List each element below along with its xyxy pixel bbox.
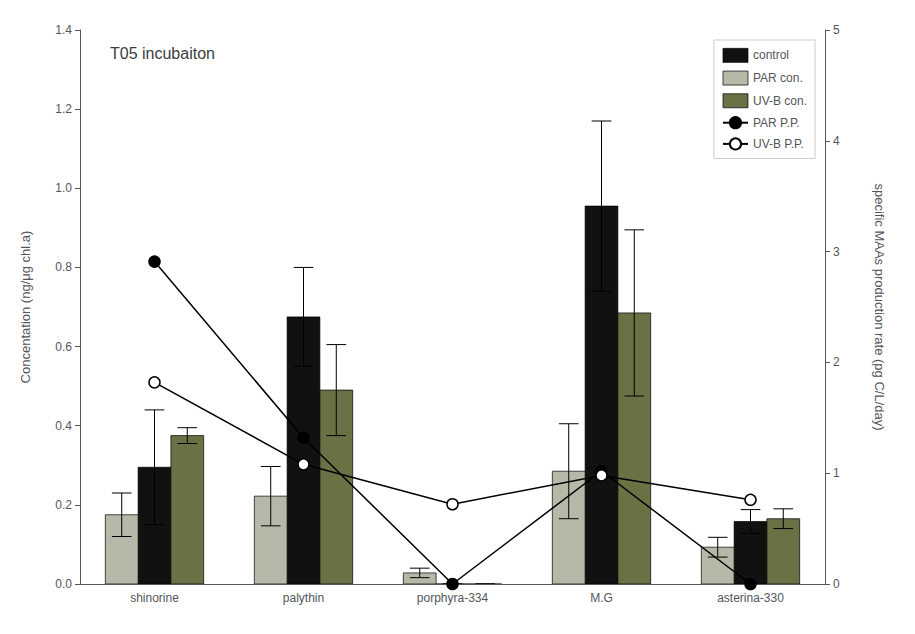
svg-text:PAR con.: PAR con. [753,71,803,85]
svg-text:porphyra-334: porphyra-334 [417,591,489,605]
svg-text:asterina-330: asterina-330 [717,591,784,605]
svg-text:4: 4 [833,134,840,148]
svg-text:UV-B con.: UV-B con. [753,94,807,108]
svg-text:0.6: 0.6 [55,340,72,354]
svg-text:0.4: 0.4 [55,419,72,433]
svg-text:1.0: 1.0 [55,181,72,195]
svg-text:UV-B P.P.: UV-B P.P. [753,137,804,151]
svg-text:palythin: palythin [283,591,324,605]
svg-text:3: 3 [833,245,840,259]
svg-text:specific MAAs production rate: specific MAAs production rate (pg C/L/da… [872,183,887,430]
svg-text:T05 incubaiton: T05 incubaiton [110,45,215,62]
svg-text:1.4: 1.4 [55,23,72,37]
svg-text:2: 2 [833,355,840,369]
svg-text:0.8: 0.8 [55,260,72,274]
svg-text:Concentation (ng/μg chl.a): Concentation (ng/μg chl.a) [18,231,33,384]
svg-text:0.2: 0.2 [55,498,72,512]
svg-text:0: 0 [833,577,840,591]
svg-text:1.2: 1.2 [55,102,72,116]
svg-text:0.0: 0.0 [55,577,72,591]
svg-text:shinorine: shinorine [130,591,179,605]
svg-text:M.G: M.G [590,591,613,605]
svg-text:1: 1 [833,466,840,480]
svg-text:PAR P.P.: PAR P.P. [753,116,800,130]
svg-text:control: control [753,48,789,62]
svg-text:5: 5 [833,23,840,37]
